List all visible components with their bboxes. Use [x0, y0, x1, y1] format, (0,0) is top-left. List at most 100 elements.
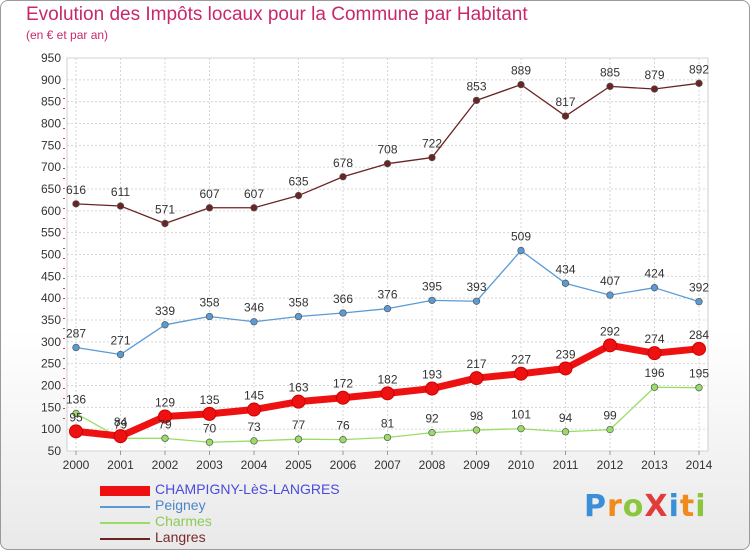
- data-point: [561, 112, 570, 120]
- data-point: [383, 304, 392, 313]
- data-point: [647, 346, 662, 361]
- data-label: 616: [66, 183, 86, 197]
- data-point: [517, 80, 525, 89]
- y-tick-label: 250: [41, 357, 61, 371]
- data-label: 434: [555, 262, 575, 276]
- data-label: 889: [511, 64, 531, 78]
- data-label: 879: [644, 68, 664, 82]
- data-point: [339, 435, 347, 444]
- data-point: [428, 429, 436, 437]
- x-tick-label: 2003: [196, 458, 223, 472]
- y-tick-label: 900: [41, 73, 61, 87]
- legend-label: CHAMPIGNY-LèS-LANGRES: [155, 481, 340, 497]
- data-label: 708: [377, 143, 397, 157]
- x-tick-label: 2006: [330, 458, 357, 472]
- y-tick-label: 500: [41, 248, 61, 262]
- data-label: 271: [110, 333, 130, 347]
- data-point: [161, 434, 169, 442]
- data-point: [72, 343, 80, 352]
- legend-item: CHAMPIGNY-LèS-LANGRES: [100, 481, 420, 499]
- data-label: 892: [689, 62, 709, 76]
- data-label: 101: [511, 408, 531, 422]
- data-point: [339, 309, 347, 317]
- data-point: [650, 85, 659, 93]
- y-tick-label: 50: [48, 444, 62, 458]
- data-label: 163: [288, 381, 308, 395]
- data-point: [603, 338, 617, 353]
- data-label: 129: [155, 396, 175, 410]
- legend-swatch: [100, 522, 150, 524]
- data-point: [472, 96, 481, 105]
- data-point: [472, 426, 481, 434]
- data-point: [472, 297, 481, 305]
- data-label: 346: [244, 301, 264, 315]
- data-label: 99: [603, 409, 617, 423]
- data-point: [517, 425, 525, 433]
- data-point: [291, 394, 306, 409]
- data-label: 358: [199, 296, 219, 310]
- x-tick-label: 2002: [152, 458, 179, 472]
- logo-letter: P: [584, 489, 607, 524]
- data-label: 292: [600, 324, 620, 338]
- x-tick-label: 2008: [419, 458, 446, 472]
- data-point: [606, 425, 614, 434]
- data-point: [383, 160, 392, 168]
- data-point: [339, 173, 347, 181]
- data-label: 392: [689, 281, 709, 295]
- data-point: [695, 79, 703, 87]
- data-label: 853: [466, 79, 486, 93]
- data-label: 274: [644, 332, 664, 346]
- data-point: [650, 383, 659, 391]
- data-point: [428, 296, 436, 305]
- data-point: [650, 284, 659, 292]
- data-label: 172: [333, 377, 353, 391]
- data-point: [72, 409, 80, 418]
- data-label: 182: [377, 372, 397, 386]
- data-point: [69, 424, 83, 439]
- data-point: [116, 202, 125, 210]
- data-point: [294, 191, 303, 200]
- data-point: [205, 204, 214, 212]
- data-label: 571: [155, 202, 175, 216]
- data-label: 366: [333, 292, 353, 306]
- data-point: [469, 371, 484, 386]
- data-label: 136: [66, 392, 86, 406]
- data-point: [514, 366, 528, 381]
- data-label: 227: [511, 353, 531, 367]
- data-point: [517, 246, 525, 255]
- data-label: 79: [158, 417, 172, 431]
- data-label: 98: [470, 409, 484, 423]
- data-label: 339: [155, 304, 175, 318]
- data-point: [294, 312, 303, 321]
- data-label: 217: [466, 357, 486, 371]
- data-label: 81: [381, 416, 395, 430]
- x-tick-label: 2007: [374, 458, 401, 472]
- data-label: 376: [377, 288, 397, 302]
- data-label: 145: [244, 389, 264, 403]
- data-label: 284: [689, 328, 709, 342]
- data-point: [205, 438, 214, 446]
- data-label: 70: [203, 421, 217, 435]
- data-label: 885: [600, 65, 620, 79]
- data-label: 195: [689, 367, 709, 381]
- data-label: 135: [199, 393, 219, 407]
- logo-letter: X: [644, 489, 669, 524]
- logo-letter: i: [695, 489, 707, 524]
- x-tick-label: 2005: [285, 458, 312, 472]
- data-label: 95: [69, 410, 83, 424]
- legend-swatch: [100, 486, 150, 496]
- data-point: [250, 318, 258, 326]
- y-tick-label: 600: [41, 204, 61, 218]
- logo-letter: r: [607, 489, 623, 524]
- x-tick-label: 2013: [641, 458, 668, 472]
- x-tick-label: 2009: [463, 458, 490, 472]
- x-tick-label: 2012: [597, 458, 624, 472]
- legend-item: Langres: [100, 529, 420, 547]
- data-point: [428, 153, 436, 162]
- data-label: 94: [559, 411, 573, 425]
- data-point: [606, 82, 614, 91]
- data-point: [294, 435, 303, 443]
- x-tick-label: 2011: [553, 458, 579, 472]
- data-label: 73: [247, 420, 261, 434]
